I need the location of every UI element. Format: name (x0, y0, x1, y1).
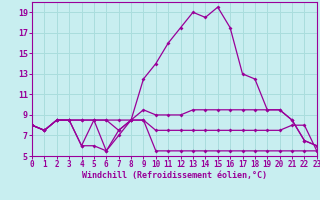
X-axis label: Windchill (Refroidissement éolien,°C): Windchill (Refroidissement éolien,°C) (82, 171, 267, 180)
